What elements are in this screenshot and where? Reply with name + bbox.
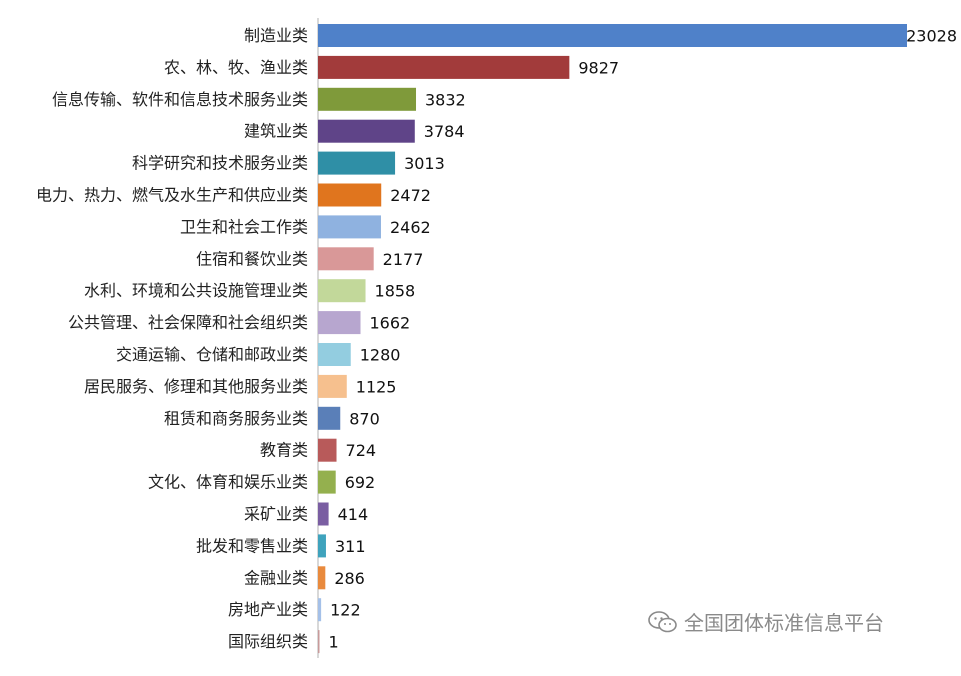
category-label: 建筑业类 [244, 122, 308, 141]
category-label: 卫生和社会工作类 [180, 217, 308, 236]
category-label: 交通运输、仓储和邮政业类 [116, 345, 308, 364]
category-label: 国际组织类 [228, 632, 308, 651]
value-label: 692 [345, 473, 376, 492]
bar [318, 502, 329, 526]
bar [318, 247, 374, 271]
category-label: 文化、体育和娱乐业类 [148, 473, 308, 492]
bar [318, 566, 326, 590]
value-label: 870 [349, 409, 380, 428]
category-label: 住宿和餐饮业类 [196, 249, 308, 268]
value-label: 2462 [390, 218, 431, 237]
category-label: 科学研究和技术服务业类 [132, 154, 308, 173]
bar [318, 343, 351, 366]
category-label: 制造业类 [244, 26, 308, 45]
value-label: 1280 [360, 346, 401, 365]
bar [318, 438, 337, 462]
bar [318, 470, 336, 494]
value-label: 724 [346, 441, 377, 460]
bar [318, 151, 396, 175]
bar [318, 311, 361, 335]
value-label: 9827 [578, 58, 619, 77]
value-label: 1662 [370, 314, 411, 333]
value-label: 23028 [906, 27, 957, 46]
category-label: 农、林、牧、渔业类 [164, 58, 308, 77]
value-label: 414 [338, 505, 369, 524]
category-label: 教育类 [260, 441, 308, 460]
bar [318, 630, 320, 654]
category-label: 批发和零售业类 [196, 536, 308, 555]
watermark-text: 全国团体标准信息平台 [684, 611, 884, 635]
bar [318, 598, 322, 622]
bar [318, 215, 381, 239]
value-label: 2472 [390, 186, 431, 205]
bar [318, 406, 341, 430]
value-label: 1125 [356, 377, 397, 396]
wechat-icon [648, 610, 678, 634]
value-label: 311 [335, 537, 366, 556]
value-label: 286 [334, 569, 365, 588]
category-label: 居民服务、修理和其他服务业类 [84, 377, 308, 396]
category-label: 公共管理、社会保障和社会组织类 [68, 313, 308, 332]
bar [318, 374, 347, 398]
bar [318, 183, 382, 207]
category-label: 信息传输、软件和信息技术服务业类 [52, 90, 308, 109]
value-label: 122 [330, 601, 361, 620]
category-label: 房地产业类 [228, 600, 308, 619]
category-label: 水利、环境和公共设施管理业类 [84, 281, 308, 300]
category-label: 租赁和商务服务业类 [164, 409, 308, 428]
value-label: 2177 [383, 250, 424, 269]
value-label: 3832 [425, 90, 466, 109]
bar [318, 279, 366, 303]
bar [318, 534, 326, 558]
bar [318, 24, 907, 47]
value-label: 1 [329, 633, 339, 652]
bar [318, 87, 417, 111]
bar [318, 55, 570, 79]
value-label: 3784 [424, 122, 465, 141]
watermark: 全国团体标准信息平台 [648, 607, 884, 636]
bar [318, 119, 415, 143]
value-label: 1858 [375, 282, 416, 301]
category-label: 金融业类 [244, 568, 308, 587]
category-label: 采矿业类 [244, 505, 308, 524]
value-label: 3013 [404, 154, 445, 173]
category-label: 电力、热力、燃气及水生产和供应业类 [36, 186, 308, 205]
